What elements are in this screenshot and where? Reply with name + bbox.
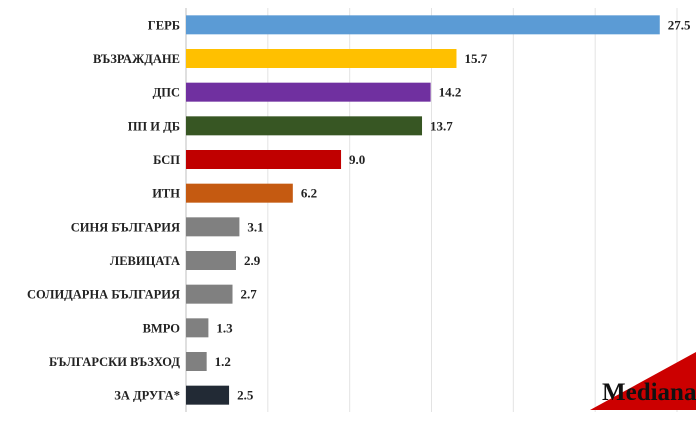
bar <box>186 352 207 371</box>
bar <box>186 82 431 102</box>
category-label: ПП И ДБ <box>128 119 180 133</box>
value-label: 15.7 <box>464 51 487 66</box>
bar <box>186 284 233 304</box>
category-label: БЪЛГАРСКИ ВЪЗХОД <box>49 355 180 369</box>
category-label: ЛЕВИЦАТА <box>110 254 180 268</box>
category-label: ГЕРБ <box>148 18 180 32</box>
value-label: 2.9 <box>244 253 261 268</box>
bar <box>186 150 342 169</box>
value-label: 3.1 <box>247 219 263 234</box>
value-label: 2.5 <box>237 388 254 403</box>
bar <box>186 49 457 68</box>
value-label: 1.2 <box>215 354 231 369</box>
bars <box>186 15 660 405</box>
category-labels: ГЕРБ ВЪЗРАЖДАНЕ ДПС ПП И ДБ БСП ИТН СИНЯ БЪЛГА… <box>27 18 180 402</box>
bar <box>186 116 423 136</box>
value-label: 6.2 <box>301 186 317 201</box>
value-label: 14.2 <box>439 85 462 100</box>
category-label: СИНЯ БЪЛГАРИЯ <box>71 220 180 234</box>
category-label: СОЛИДАРНА БЪЛГАРИЯ <box>27 288 180 302</box>
logo-text: Mediana <box>602 379 696 406</box>
bar <box>186 183 293 203</box>
value-label: 1.3 <box>216 320 233 335</box>
category-label: ЗА ДРУГА* <box>114 389 180 403</box>
logo-red-triangle <box>590 352 696 410</box>
value-label: 13.7 <box>430 118 453 133</box>
value-label: 2.7 <box>241 287 258 302</box>
category-label: ДПС <box>153 86 180 100</box>
value-labels: 27.5 15.7 14.2 13.7 9.0 6.2 3.1 2.9 2.7 1.3 1.2 2.5 <box>215 17 691 402</box>
category-label: ВЪЗРАЖДАНЕ <box>93 52 180 66</box>
bar <box>186 318 209 338</box>
value-label: 9.0 <box>349 152 365 167</box>
value-label: 27.5 <box>668 17 691 32</box>
grid-lines <box>185 8 678 412</box>
bar <box>186 217 240 237</box>
category-label: ВМРО <box>143 321 181 335</box>
category-label: БСП <box>153 153 180 167</box>
category-label: ИТН <box>152 187 180 201</box>
bar <box>186 15 660 35</box>
mediana-logo: Mediana <box>590 352 696 410</box>
bar <box>186 251 236 270</box>
bar <box>186 385 230 405</box>
